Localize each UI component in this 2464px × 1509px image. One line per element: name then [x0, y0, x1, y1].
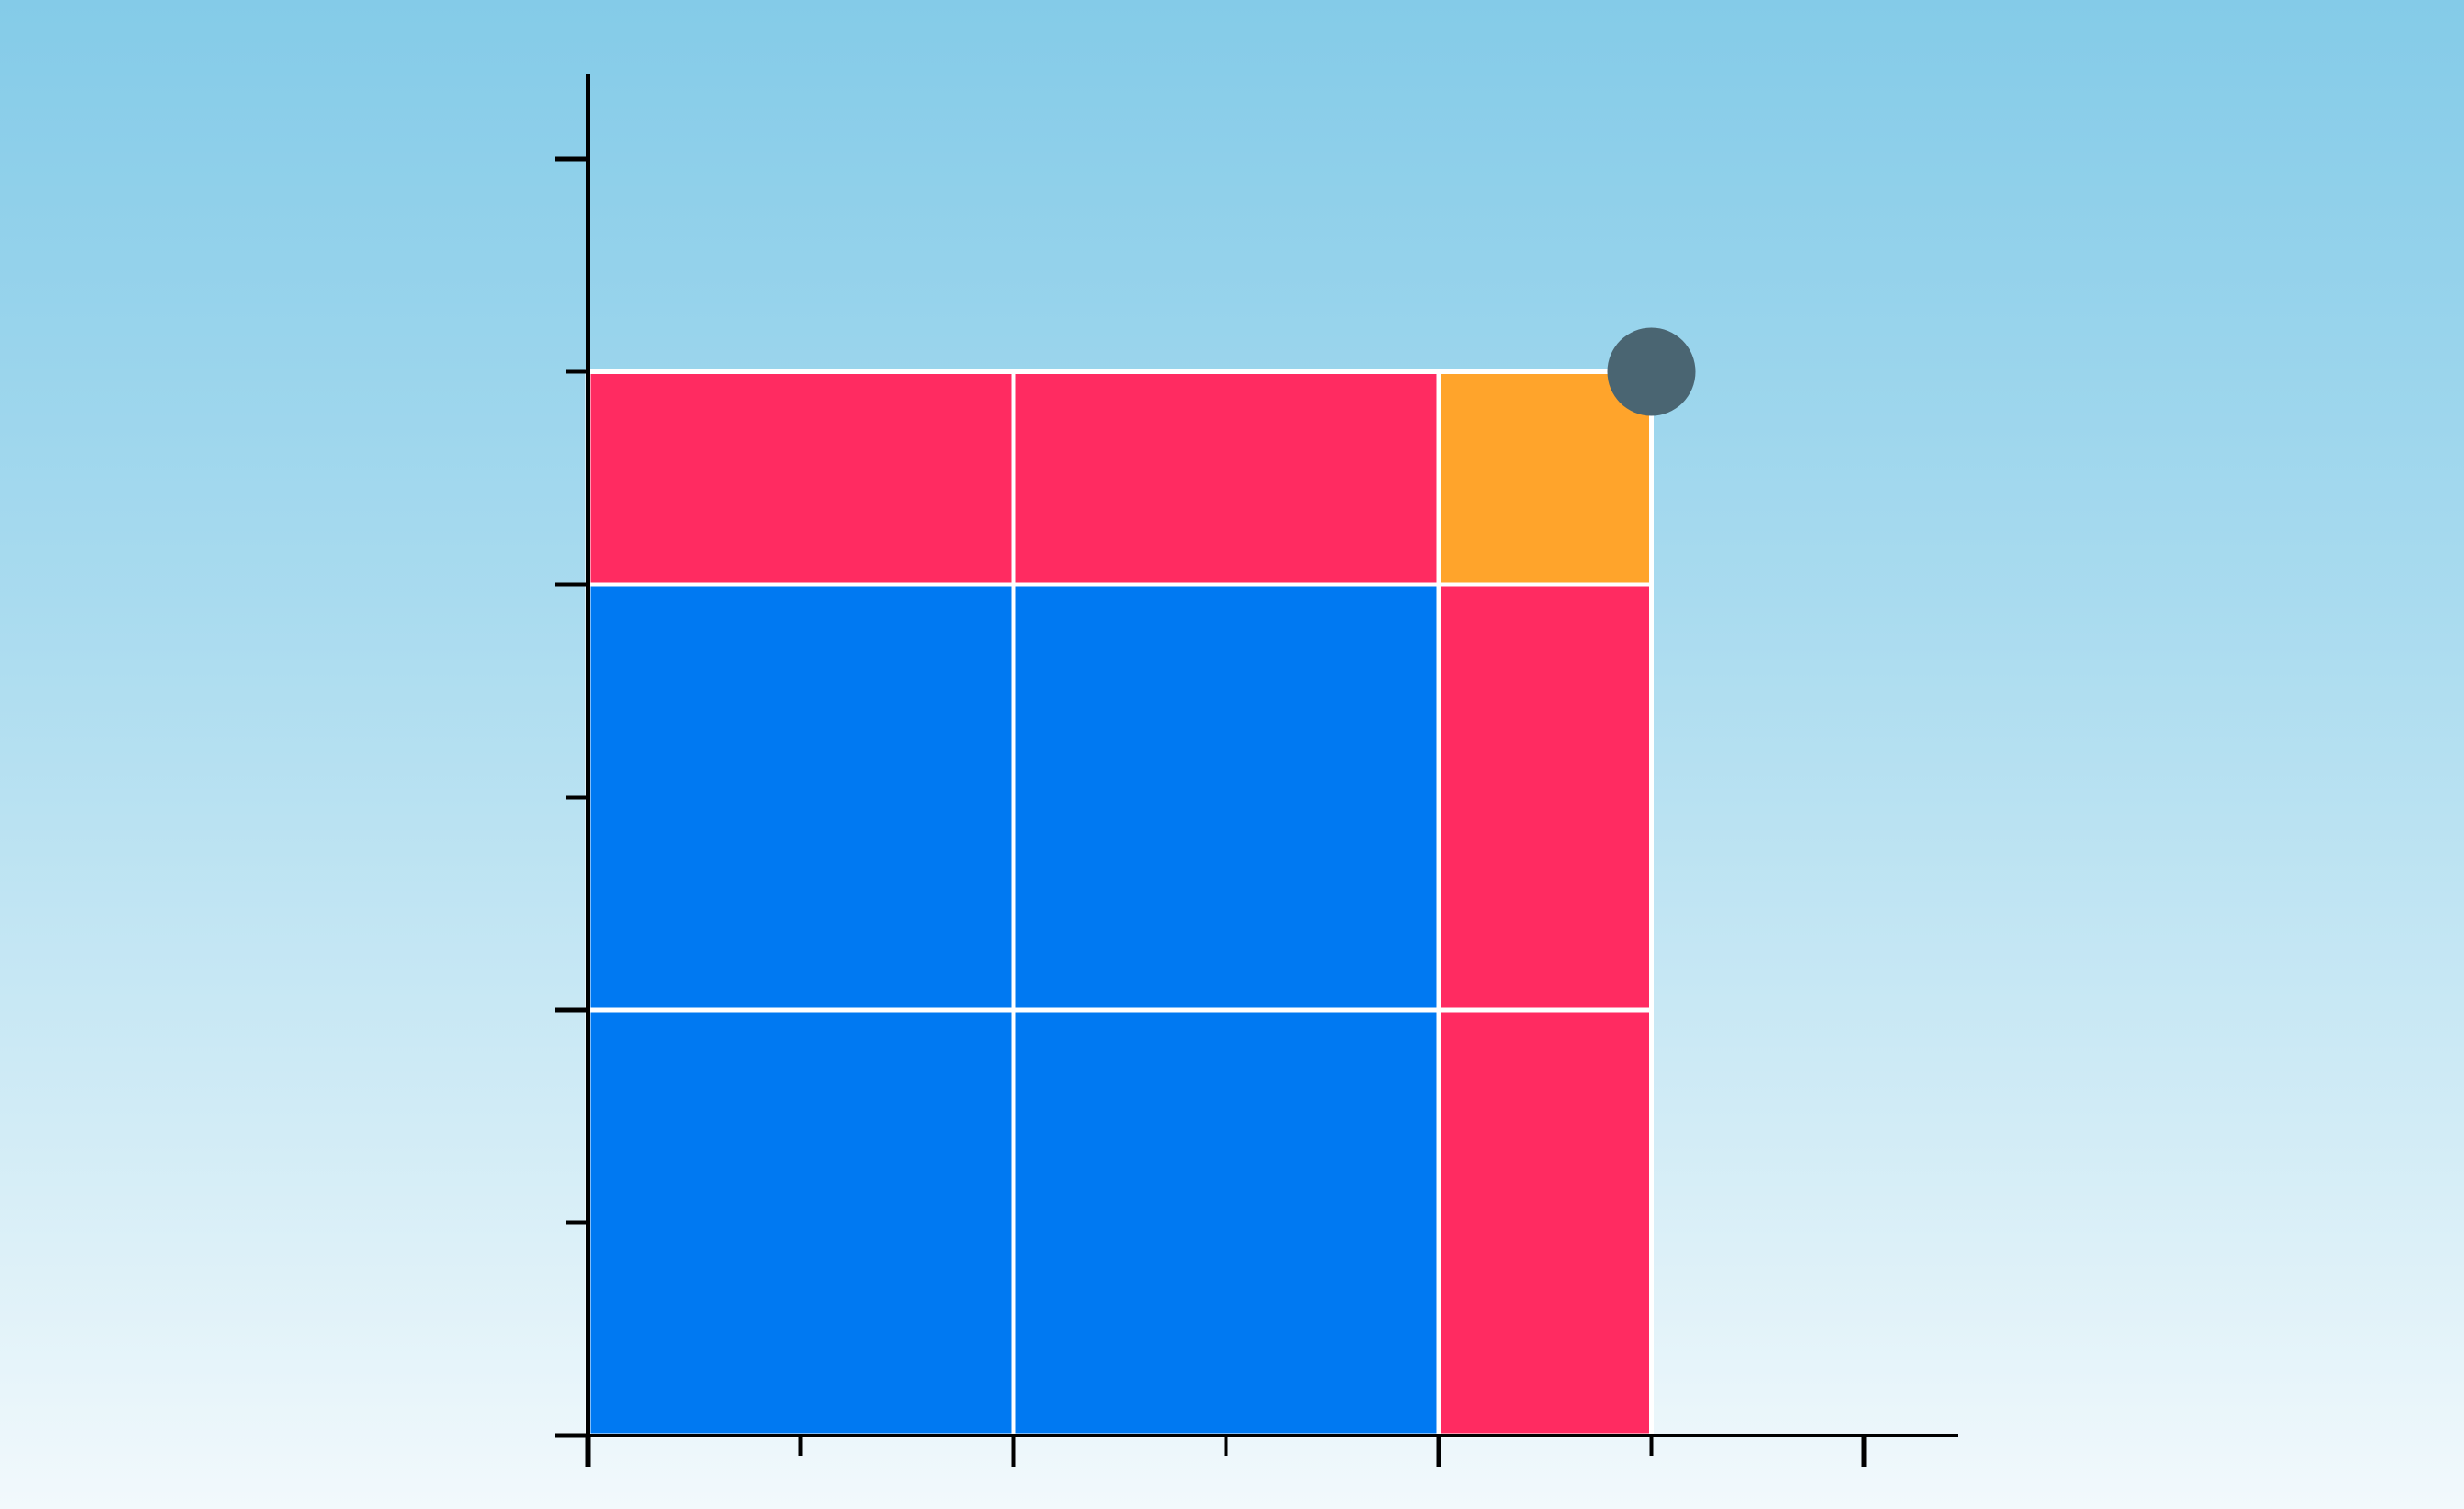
cell-blue-r0-c0 [585, 1007, 1016, 1438]
axes [555, 74, 1958, 1467]
cell-pink-r1-c2 [1436, 582, 1654, 1013]
cell-pink-r2-c0 [585, 369, 1016, 587]
grid-cells [585, 369, 1654, 1438]
cell-pink-r2-c1 [1011, 369, 1441, 587]
cell-blue-r1-c1 [1011, 582, 1441, 1013]
handle-layer [1607, 327, 1696, 416]
cell-blue-r0-c1 [1011, 1007, 1441, 1438]
cell-blue-r1-c0 [585, 582, 1016, 1013]
cell-pink-r0-c2 [1436, 1007, 1654, 1438]
cell-orange-r2-c2 [1436, 369, 1654, 587]
resize-handle[interactable] [1607, 327, 1696, 416]
